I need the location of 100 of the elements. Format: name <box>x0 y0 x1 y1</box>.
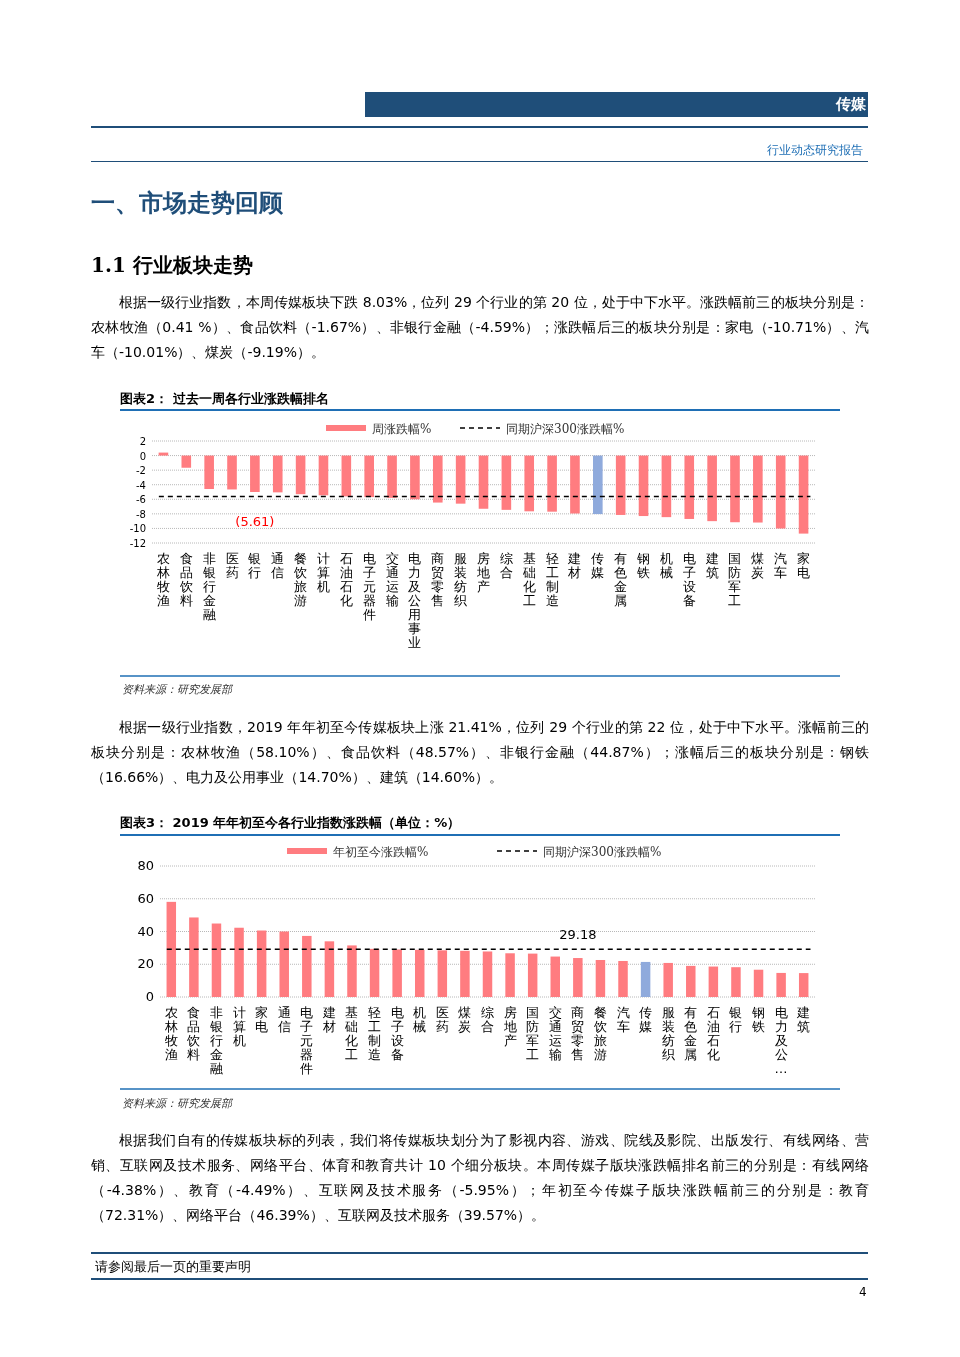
x-tick-label: 电子元器件 <box>300 1005 314 1076</box>
bar <box>369 948 380 997</box>
x-tick-label: 有色金属 <box>614 551 628 608</box>
x-tick-label: 电子设备 <box>682 551 696 608</box>
bar <box>166 901 177 997</box>
x-tick-label: 钢铁 <box>751 1005 766 1034</box>
x-tick-label: 基础化工 <box>521 551 536 608</box>
x-tick-label: 餐饮旅游 <box>293 551 308 608</box>
bar <box>482 951 493 997</box>
x-tick-label: 银行 <box>247 551 262 580</box>
bar <box>347 945 357 997</box>
bar <box>550 956 560 997</box>
x-tick-label: 电子设备 <box>390 1005 404 1062</box>
x-tick-label: 石油石化 <box>339 551 353 608</box>
annotation: 29.18 <box>559 927 597 943</box>
x-tick-label: 非银行金融 <box>201 551 216 622</box>
bar <box>640 961 651 997</box>
x-tick-label: 电子元器件 <box>362 551 376 622</box>
y-tick-label: 0 <box>145 989 154 1004</box>
bar <box>798 973 809 997</box>
x-tick-label: 综合 <box>481 1005 494 1034</box>
x-tick-label: 汽车 <box>774 551 788 580</box>
y-tick-label: 2 <box>139 436 146 447</box>
x-tick-label: 通信 <box>271 551 285 580</box>
bar <box>189 917 199 997</box>
chart-title: 图表3： 2019 年年初至今各行业指数涨跌幅（单位：%） <box>120 815 461 830</box>
legend-label: 同期沪深300涨跌幅% <box>506 422 625 436</box>
text: 行业动态研究报告 <box>767 142 863 159</box>
text: 资料来源：研究发展部 <box>122 682 232 697</box>
text: 传媒 <box>836 95 866 114</box>
bar <box>573 958 583 997</box>
bar <box>505 953 515 997</box>
y-tick-label: -10 <box>129 523 146 535</box>
x-tick-label: 传媒 <box>639 1005 653 1034</box>
x-tick-label: 食品饮料 <box>186 1005 201 1062</box>
x-tick-label: 综合 <box>499 551 513 580</box>
text: 资料来源：研究发展部 <box>122 1096 232 1111</box>
x-tick-label: 医药 <box>435 1005 449 1034</box>
bar <box>731 967 741 997</box>
bar <box>302 935 312 997</box>
x-tick-label: 家电 <box>797 551 811 580</box>
x-tick-label: 医药 <box>225 551 239 580</box>
y-tick-label: -2 <box>136 465 146 477</box>
x-tick-label: 电力及公用事业 <box>408 551 422 650</box>
legend-label: 周涨跌幅% <box>372 422 432 436</box>
x-tick-label: 汽车 <box>616 1005 630 1034</box>
bar <box>776 972 786 997</box>
x-tick-label: 煤炭 <box>751 551 765 580</box>
x-tick-label: 交通运输 <box>548 1005 562 1062</box>
x-tick-label: 房地产 <box>476 551 490 594</box>
x-tick-label: 石油石化 <box>706 1005 720 1062</box>
text: 根据我们自有的传媒板块标的列表，我们将传媒板块划分为了影视内容、游戏、院线及影院、出版发行、有线网络、营销、互联网及技术服务、网络平台、体育和教育共计 10 个细分板块。本周传媒子版块涨跌幅排名前三的分别是：有线网络（-4.38%）、教育（-4.49%）、互联网及技术服务（-5.95%）；年初至今传媒子版块涨跌幅前三的分别是：教育（72.31%）、网络平台（46.39%）、互联网及技术服务（39.57%）。 <box>91 1131 869 1225</box>
y-tick-label: 0 <box>139 450 146 462</box>
x-tick-label: 计算机 <box>232 1005 246 1048</box>
y-tick-label: 40 <box>137 923 154 939</box>
x-tick-label: 餐饮旅游 <box>592 1005 607 1062</box>
x-tick-label: 传媒 <box>591 551 605 580</box>
x-tick-label: 交通运输 <box>385 551 399 608</box>
y-tick-label: 80 <box>137 858 154 873</box>
text: 根据一级行业指数，本周传媒板块下跌 8.03%，位列 29 个行业的第 20 位，处于中下水平。涨跌幅前三的板块分别是：农林牧渔（0.41 %）、食品饮料（-1.67%）、非银行金融（-4.59%）；涨跌幅后三的板块分别是：家电（-10.71%）、汽车（-10.01%）、煤炭（-9.19%）。 <box>91 293 869 362</box>
text: 4 <box>859 1285 867 1299</box>
x-tick-label: 电力及公… <box>774 1005 788 1076</box>
text: 请参阅最后一页的重要声明 <box>95 1258 251 1276</box>
x-tick-label: 轻工制造 <box>368 1005 382 1062</box>
y-tick-label: 60 <box>137 890 154 906</box>
bar <box>234 927 244 997</box>
x-tick-label: 房地产 <box>502 1005 517 1048</box>
x-tick-label: 有色金属 <box>684 1005 698 1062</box>
text: 根据一级行业指数，2019 年年初至今传媒板块上涨 21.41%，位列 29 个行业的第 22 位，处于中下水平。涨幅前三的板块分别是：农林牧渔（58.10%）、食品饮料（48.57%）、非银行金融（44.87%）；涨幅后三的板块分别是：钢铁（16.66%）、电力及公用事业（14.70%）、建筑（14.60%）。 <box>91 718 869 787</box>
bar <box>437 950 448 997</box>
bar <box>708 966 719 997</box>
bar <box>618 960 628 997</box>
x-tick-label: 机械 <box>659 551 673 580</box>
y-tick-label: -6 <box>136 494 146 506</box>
bar <box>527 953 538 997</box>
x-tick-label: 建筑 <box>796 1005 811 1034</box>
chart-title: 图表2： 过去一周各行业涨跌幅排名 <box>120 391 329 406</box>
x-tick-label: 钢铁 <box>636 551 651 580</box>
x-tick-label: 商贸零售 <box>431 551 445 608</box>
x-tick-label: 商贸零售 <box>571 1005 585 1062</box>
bar <box>211 923 222 997</box>
text: 一、市场走势回顾 <box>91 188 283 219</box>
x-tick-label: 国防军工 <box>526 1005 540 1062</box>
bar <box>392 949 402 997</box>
y-tick-label: -4 <box>136 479 146 491</box>
x-tick-label: 建筑 <box>704 551 719 580</box>
legend-label: 年初至今涨跌幅% <box>333 845 429 859</box>
x-tick-label: 机械 <box>413 1005 427 1034</box>
bar <box>753 969 764 997</box>
x-tick-label: 基础化工 <box>344 1005 359 1062</box>
bar <box>595 959 606 997</box>
x-tick-label: 银行 <box>728 1005 743 1034</box>
bar <box>663 962 673 997</box>
x-tick-label: 煤炭 <box>458 1005 472 1034</box>
x-tick-label: 服装纺织 <box>661 1005 675 1062</box>
bar <box>256 930 267 997</box>
x-tick-label: 食品饮料 <box>178 551 193 608</box>
x-tick-label: 计算机 <box>316 551 330 594</box>
x-tick-label: 国防军工 <box>728 551 742 608</box>
x-tick-label: 建材 <box>567 551 582 580</box>
